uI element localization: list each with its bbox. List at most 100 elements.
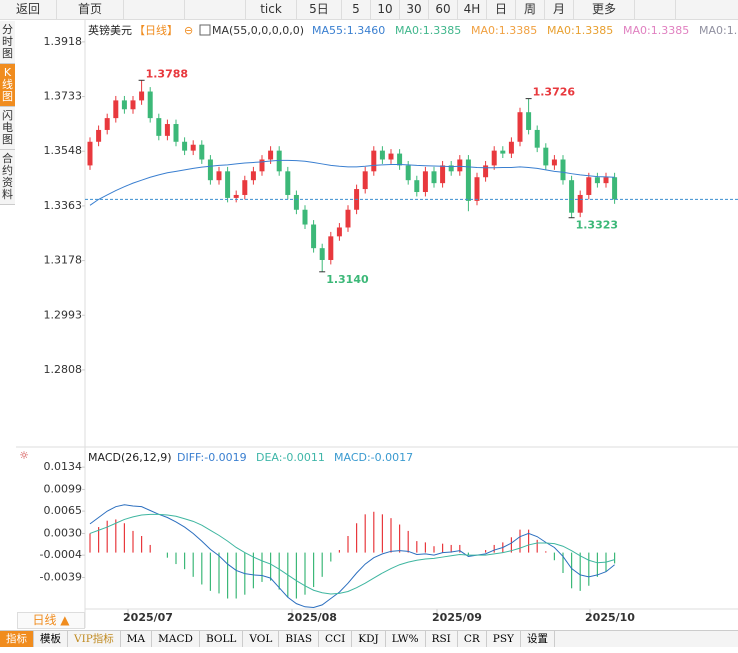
indicator-tab[interactable]: CCI — [319, 631, 353, 647]
indicator-tab[interactable]: 设置 — [521, 631, 555, 647]
legend-item: DEA:-0.0011 — [256, 451, 325, 464]
macd-line — [89, 504, 615, 608]
indicator-tab[interactable]: MA — [121, 631, 153, 647]
y-tick-label: 1.3918 — [44, 35, 83, 48]
candle-body — [371, 150, 377, 172]
candle-body — [491, 150, 497, 166]
y-tick-label: 1.2993 — [44, 308, 83, 321]
candle-body — [225, 171, 231, 198]
low-label: 1.3323 — [576, 219, 618, 232]
candle-body — [199, 144, 205, 160]
candle-body — [422, 171, 428, 193]
indicator-tab[interactable]: BOLL — [200, 631, 244, 647]
candle-body — [156, 118, 162, 136]
candle-body — [130, 100, 136, 110]
toolbar-button[interactable]: 30 — [400, 0, 429, 19]
toolbar-icon[interactable] — [635, 0, 676, 19]
candle-body — [534, 129, 540, 148]
candle-body — [147, 91, 153, 119]
candle-body — [250, 171, 256, 181]
y-tick-label: 0.0134 — [44, 460, 83, 473]
candle-body — [379, 150, 385, 160]
indicator-tab[interactable]: PSY — [487, 631, 521, 647]
indicator-title: MACD(26,12,9) — [88, 451, 172, 464]
indicator-tab[interactable]: VOL — [243, 631, 280, 647]
period-button[interactable]: 日线 ▲ — [17, 612, 85, 629]
candle-body — [560, 159, 566, 181]
toolbar-button[interactable]: 月 — [545, 0, 574, 19]
candle-body — [577, 194, 583, 213]
indicator-tab[interactable]: VIP指标 — [68, 631, 121, 647]
low-label: 1.3140 — [326, 273, 369, 286]
indicator-tab[interactable]: 指标 — [0, 631, 34, 647]
candle-body — [328, 236, 334, 260]
y-tick-label: 1.3363 — [44, 199, 83, 212]
x-tick-label: 2025/09 — [432, 611, 482, 624]
toolbar-button[interactable]: 日 — [487, 0, 516, 19]
toolbar-button[interactable]: 返回 — [0, 0, 57, 19]
candle-body — [500, 150, 506, 154]
toolbar-button[interactable]: 周 — [516, 0, 545, 19]
toolbar-button[interactable]: 5日 — [297, 0, 342, 19]
legend-item: MA0:1.3385 — [471, 24, 537, 37]
ma-line — [89, 159, 615, 206]
toolbar-icon[interactable] — [185, 0, 246, 19]
candle-body — [517, 112, 523, 142]
toolbar-button[interactable]: 4H — [458, 0, 487, 19]
indicator-tab[interactable]: MACD — [152, 631, 200, 647]
y-tick-label: 0.0065 — [44, 504, 83, 517]
candle-body — [569, 180, 575, 213]
indicator-tab[interactable]: RSI — [426, 631, 458, 647]
sidebar-tab[interactable]: K线图 — [0, 64, 15, 107]
candle-body — [474, 177, 480, 201]
legend-item: MA0:1.3385 — [699, 24, 738, 37]
toolbar-button[interactable]: 首页 — [57, 0, 124, 19]
candle-body — [440, 165, 446, 184]
candle-body — [465, 159, 471, 201]
candle-body — [586, 177, 592, 195]
sidebar-tab[interactable]: 闪电图 — [0, 107, 15, 150]
candle-body — [104, 118, 110, 130]
indicator-tab[interactable]: LW% — [386, 631, 426, 647]
candle-body — [397, 153, 403, 166]
candle-body — [526, 112, 532, 130]
candle-body — [508, 141, 514, 154]
y-tick-label: 1.3733 — [44, 90, 83, 103]
collapse-icon: ⊖ — [184, 24, 193, 37]
candle-body — [242, 180, 248, 195]
toolbar-button[interactable]: 10 — [371, 0, 400, 19]
candle-body — [96, 129, 102, 142]
candle-body — [388, 153, 394, 160]
y-tick-label: 0.0030 — [44, 526, 83, 539]
sidebar-tab[interactable]: 分时图 — [0, 21, 15, 64]
toolbar: 返回 首页 tick 5日 5 10 30 60 4H 日周月更多 — [0, 0, 738, 20]
candle-body — [182, 141, 188, 151]
candle-body — [285, 171, 291, 195]
candle-body — [448, 165, 454, 172]
toolbar-button[interactable]: tick — [246, 0, 297, 19]
high-label: 1.3726 — [533, 86, 576, 99]
candle-body — [113, 100, 119, 119]
candle-body — [603, 177, 609, 184]
candle-body — [207, 159, 213, 181]
y-tick-label: 1.2808 — [44, 363, 83, 376]
x-tick-label: 2025/07 — [123, 611, 173, 624]
toolbar-button[interactable]: 更多 — [574, 0, 635, 19]
indicator-tab[interactable]: CR — [458, 631, 487, 647]
y-tick-label: 0.0099 — [44, 482, 83, 495]
candle-body — [121, 100, 127, 110]
indicator-tab[interactable]: KDJ — [352, 631, 386, 647]
candle-body — [139, 91, 145, 101]
indicator-tab[interactable]: BIAS — [279, 631, 320, 647]
toolbar-button[interactable]: 60 — [429, 0, 458, 19]
legend-item: DIFF:-0.0019 — [177, 451, 247, 464]
toolbar-icon[interactable] — [124, 0, 185, 19]
toolbar-button[interactable]: 5 — [342, 0, 371, 19]
y-tick-label: 1.3178 — [44, 254, 83, 267]
sidebar-tab[interactable]: 合约资料 — [0, 150, 15, 205]
candle-body — [190, 144, 196, 151]
indicator-tab[interactable]: 模板 — [34, 631, 68, 647]
candle-body — [276, 150, 282, 172]
high-label: 1.3788 — [146, 67, 188, 80]
candle-body — [302, 209, 308, 225]
